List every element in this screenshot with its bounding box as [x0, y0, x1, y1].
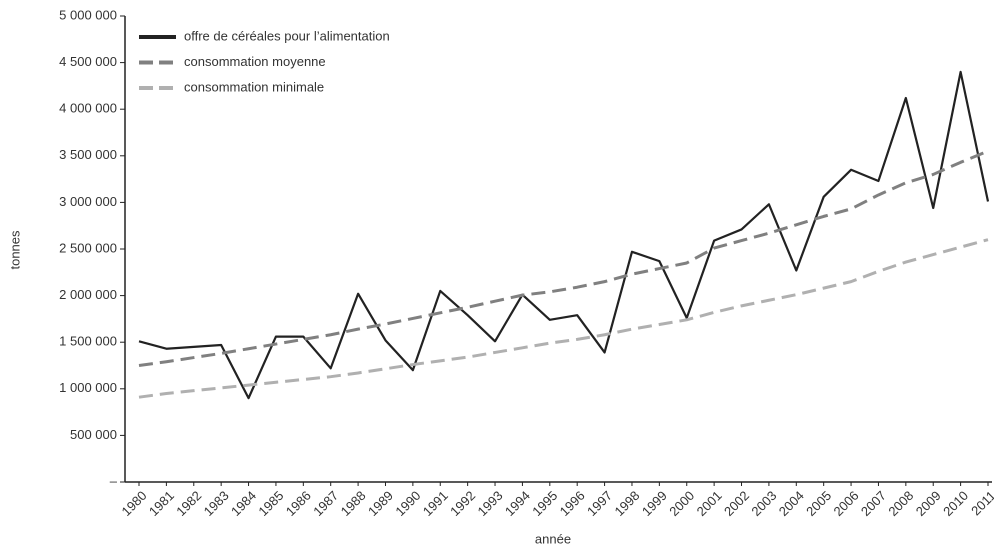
x-tick-label: 1994 — [502, 488, 533, 519]
y-tick-label: 1 500 000 — [59, 334, 117, 349]
x-tick-label: 2000 — [666, 488, 697, 519]
line-series — [138, 149, 989, 367]
x-tick-label: 1989 — [365, 488, 396, 519]
x-tick-label: 2006 — [831, 488, 862, 519]
x-tick-label: 1984 — [228, 488, 259, 519]
x-axis-label: année — [535, 531, 571, 546]
legend-label: offre de céréales pour l’alimentation — [184, 28, 390, 43]
y-tick-label: 3 000 000 — [59, 194, 117, 209]
x-tick-label: 1986 — [283, 488, 314, 519]
x-tick-label: 2007 — [858, 488, 889, 519]
x-tick-label: 2009 — [913, 488, 944, 519]
legend-label: consommation minimale — [184, 79, 324, 94]
x-tick-label: 1980 — [118, 488, 149, 519]
x-tick-label: 2010 — [940, 488, 971, 519]
x-tick-label: 2011 — [968, 488, 994, 518]
x-tick-label: 1996 — [557, 488, 588, 519]
x-tick-label: 1987 — [310, 488, 341, 519]
x-tick-label: 1988 — [338, 488, 369, 519]
y-tick-label: 4 500 000 — [59, 54, 117, 69]
x-tick-label: 1993 — [475, 488, 506, 519]
x-tick-label: 1999 — [639, 488, 670, 519]
x-tick-label: 1982 — [173, 488, 204, 519]
line-series — [138, 70, 990, 400]
y-tick-label: 1 000 000 — [59, 380, 117, 395]
x-tick-label: 1991 — [420, 488, 451, 519]
y-tick-label: 4 000 000 — [59, 101, 117, 116]
x-tick-label: 1981 — [146, 488, 177, 519]
x-tick-label: 1997 — [584, 488, 615, 519]
x-tick-label: 1992 — [447, 488, 478, 519]
y-tick-label: 2 500 000 — [59, 240, 117, 255]
x-tick-label: 1990 — [392, 488, 423, 519]
x-tick-label: 1985 — [255, 488, 286, 519]
y-tick-label: – — [110, 473, 118, 488]
x-tick-label: 2002 — [721, 488, 752, 519]
x-tick-label: 2004 — [776, 488, 807, 519]
line-series — [138, 238, 989, 399]
x-tick-label: 2001 — [694, 488, 725, 519]
x-tick-label: 2003 — [748, 488, 779, 519]
x-tick-label: 2005 — [803, 488, 834, 519]
y-tick-label: 5 000 000 — [59, 7, 117, 22]
x-tick-label: 1998 — [611, 488, 642, 519]
y-tick-label: 500 000 — [70, 427, 117, 442]
x-tick-label: 1995 — [529, 488, 560, 519]
y-tick-label: 3 500 000 — [59, 147, 117, 162]
x-tick-label: 2008 — [885, 488, 916, 519]
y-tick-label: 2 000 000 — [59, 287, 117, 302]
x-tick-label: 1983 — [201, 488, 232, 519]
legend-label: consommation moyenne — [184, 54, 326, 69]
y-axis-label: tonnes — [7, 230, 22, 270]
